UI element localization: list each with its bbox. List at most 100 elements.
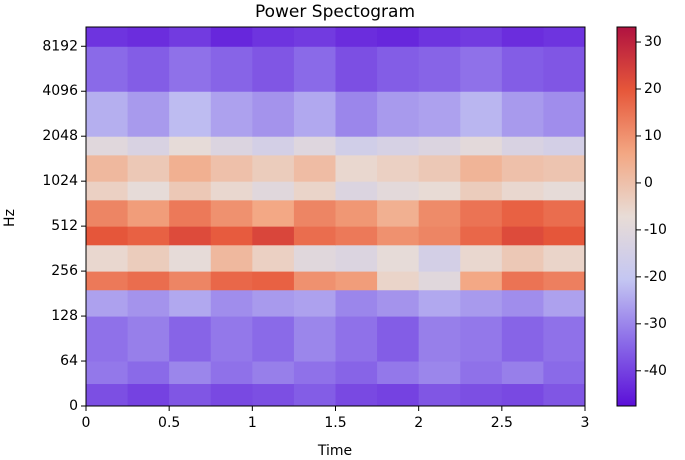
heatmap-cell	[169, 27, 212, 47]
heatmap-cell	[210, 383, 253, 407]
heatmap-cell	[501, 91, 544, 137]
heatmap-cell	[418, 91, 461, 137]
heatmap-cell	[293, 226, 336, 246]
heatmap-cell	[501, 383, 544, 407]
heatmap-cell	[377, 136, 420, 156]
heatmap-cell	[127, 226, 170, 246]
heatmap-cell	[501, 46, 544, 92]
heatmap-cell	[460, 27, 503, 47]
heatmap-cell	[377, 199, 420, 227]
heatmap-cell	[252, 226, 295, 246]
heatmap-cell	[252, 154, 295, 182]
heatmap-cell	[293, 289, 336, 317]
heatmap-cell	[210, 46, 253, 92]
heatmap-cell	[501, 289, 544, 317]
heatmap-cell	[127, 27, 170, 47]
colorbar-tick-label: -20	[644, 269, 667, 285]
heatmap-cell	[335, 289, 378, 317]
heatmap-cell	[169, 226, 212, 246]
heatmap-cell	[335, 226, 378, 246]
heatmap-cell	[543, 154, 586, 182]
heatmap-cell	[210, 136, 253, 156]
x-tick-label: 3	[581, 415, 590, 431]
heatmap-cell	[501, 271, 544, 291]
chart-title: Power Spectogram	[255, 2, 415, 22]
heatmap-cell	[377, 271, 420, 291]
heatmap-cell	[293, 383, 336, 407]
x-axis-label: Time	[317, 443, 352, 459]
y-tick-label: 4096	[42, 83, 78, 99]
heatmap-cell	[86, 136, 129, 156]
heatmap-cell	[377, 383, 420, 407]
heatmap-cell	[501, 199, 544, 227]
heatmap-cell	[460, 244, 503, 272]
heatmap-cell	[127, 154, 170, 182]
heatmap-cell	[127, 383, 170, 407]
heatmap-cell	[501, 136, 544, 156]
heatmap-cell	[335, 383, 378, 407]
y-tick-label: 128	[51, 308, 78, 324]
heatmap-cell	[460, 199, 503, 227]
heatmap-cell	[418, 289, 461, 317]
heatmap-cell	[418, 383, 461, 407]
heatmap-cell	[293, 316, 336, 362]
heatmap-cell	[460, 361, 503, 385]
heatmap-cell	[169, 316, 212, 362]
heatmap-cell	[460, 316, 503, 362]
colorbar-tick-label: 0	[644, 175, 653, 191]
heatmap-cell	[543, 289, 586, 317]
heatmap-cell	[252, 199, 295, 227]
colorbar-tick-label: -10	[644, 222, 667, 238]
heatmap-cell	[169, 244, 212, 272]
heatmap-cell	[86, 226, 129, 246]
heatmap-cell	[127, 91, 170, 137]
heatmap-cell	[293, 271, 336, 291]
heatmap-cell	[377, 244, 420, 272]
heatmap-cell	[418, 244, 461, 272]
colorbar-tick-label: -30	[644, 316, 667, 332]
colorbar-tick-label: 30	[644, 34, 662, 50]
heatmap-cell	[335, 91, 378, 137]
heatmap-cell	[335, 199, 378, 227]
heatmap-cell	[460, 154, 503, 182]
heatmap-cell	[210, 91, 253, 137]
y-tick-label: 0	[69, 398, 78, 414]
heatmap-cell	[293, 199, 336, 227]
x-tick-label: 0	[82, 415, 91, 431]
heatmap-cell	[293, 136, 336, 156]
heatmap-cell	[501, 244, 544, 272]
heatmap-cell	[377, 46, 420, 92]
heatmap-cell	[252, 244, 295, 272]
heatmap-cell	[418, 316, 461, 362]
heatmap-cell	[86, 361, 129, 385]
heatmap-cell	[501, 226, 544, 246]
heatmap-cell	[210, 361, 253, 385]
heatmap-cell	[127, 271, 170, 291]
heatmap-cell	[335, 361, 378, 385]
heatmap-cell	[418, 136, 461, 156]
y-tick-label: 1024	[42, 173, 78, 189]
heatmap-cell	[210, 154, 253, 182]
heatmap-cell	[543, 383, 586, 407]
y-tick-label: 2048	[42, 128, 78, 144]
heatmap-cell	[460, 271, 503, 291]
heatmap-cell	[418, 181, 461, 201]
heatmap-cell	[293, 46, 336, 92]
heatmap-cell	[86, 91, 129, 137]
heatmap-cell	[543, 27, 586, 47]
heatmap-cell	[293, 361, 336, 385]
heatmap-cell	[418, 154, 461, 182]
heatmap-cell	[543, 226, 586, 246]
heatmap-cell	[86, 289, 129, 317]
heatmap-cell	[169, 46, 212, 92]
heatmap-cell	[210, 27, 253, 47]
heatmap-cell	[543, 91, 586, 137]
heatmap-cell	[418, 46, 461, 92]
heatmap-cell	[127, 181, 170, 201]
heatmap-cell	[543, 46, 586, 92]
heatmap-cell	[127, 136, 170, 156]
heatmap-cell	[293, 181, 336, 201]
heatmap-cell	[460, 46, 503, 92]
heatmap-cell	[169, 361, 212, 385]
